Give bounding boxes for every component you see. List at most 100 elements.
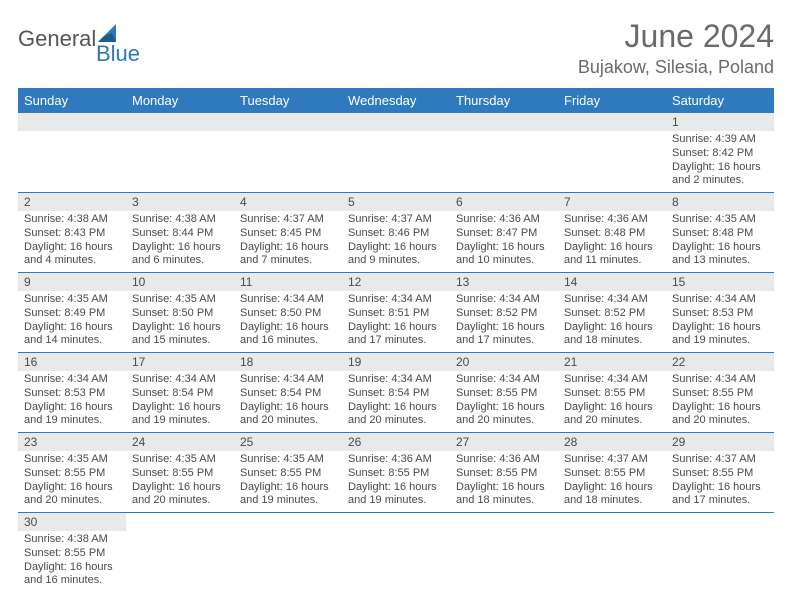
day-number: 30 xyxy=(18,513,126,531)
weekday-header: Friday xyxy=(558,88,666,113)
sunset-text: Sunset: 8:48 PM xyxy=(672,227,753,239)
logo-sail-icon xyxy=(98,24,120,42)
daylight-line1: Daylight: 16 hours xyxy=(24,241,113,253)
daylight-line1: Daylight: 16 hours xyxy=(240,481,329,493)
calendar-day-cell: 8Sunrise: 4:35 AMSunset: 8:48 PMDaylight… xyxy=(666,193,774,273)
calendar-day-cell: 12Sunrise: 4:34 AMSunset: 8:51 PMDayligh… xyxy=(342,273,450,353)
day-number: 13 xyxy=(450,273,558,291)
day-number: 18 xyxy=(234,353,342,371)
sunset-text: Sunset: 8:55 PM xyxy=(24,467,105,479)
calendar-day-cell: 6Sunrise: 4:36 AMSunset: 8:47 PMDaylight… xyxy=(450,193,558,273)
day-number: 10 xyxy=(126,273,234,291)
day-details: Sunrise: 4:38 AMSunset: 8:44 PMDaylight:… xyxy=(126,211,234,272)
day-number: 2 xyxy=(18,193,126,211)
day-number: 23 xyxy=(18,433,126,451)
day-number: 29 xyxy=(666,433,774,451)
day-details: Sunrise: 4:38 AMSunset: 8:55 PMDaylight:… xyxy=(18,531,126,592)
calendar-week-row: 2Sunrise: 4:38 AMSunset: 8:43 PMDaylight… xyxy=(18,193,774,273)
day-details: Sunrise: 4:34 AMSunset: 8:54 PMDaylight:… xyxy=(342,371,450,432)
day-number: 15 xyxy=(666,273,774,291)
daylight-line2: and 4 minutes. xyxy=(24,254,96,266)
calendar-week-row: 1Sunrise: 4:39 AMSunset: 8:42 PMDaylight… xyxy=(18,113,774,193)
daylight-line1: Daylight: 16 hours xyxy=(240,241,329,253)
daylight-line1: Daylight: 16 hours xyxy=(348,401,437,413)
daylight-line2: and 2 minutes. xyxy=(672,174,744,186)
day-number: 12 xyxy=(342,273,450,291)
title-block: June 2024 Bujakow, Silesia, Poland xyxy=(578,18,774,78)
sunset-text: Sunset: 8:55 PM xyxy=(24,547,105,559)
daylight-line2: and 16 minutes. xyxy=(240,334,318,346)
day-number: 11 xyxy=(234,273,342,291)
daylight-line1: Daylight: 16 hours xyxy=(240,321,329,333)
sunrise-text: Sunrise: 4:37 AM xyxy=(348,213,432,225)
day-number: 4 xyxy=(234,193,342,211)
daylight-line1: Daylight: 16 hours xyxy=(348,241,437,253)
sunset-text: Sunset: 8:48 PM xyxy=(564,227,645,239)
sunrise-text: Sunrise: 4:37 AM xyxy=(672,453,756,465)
day-number: 28 xyxy=(558,433,666,451)
sunset-text: Sunset: 8:47 PM xyxy=(456,227,537,239)
sunrise-text: Sunrise: 4:34 AM xyxy=(132,373,216,385)
sunset-text: Sunset: 8:54 PM xyxy=(132,387,213,399)
sunrise-text: Sunrise: 4:34 AM xyxy=(672,373,756,385)
sunrise-text: Sunrise: 4:35 AM xyxy=(132,293,216,305)
day-number: 19 xyxy=(342,353,450,371)
day-details: Sunrise: 4:35 AMSunset: 8:49 PMDaylight:… xyxy=(18,291,126,352)
daylight-line2: and 20 minutes. xyxy=(24,494,102,506)
day-details: Sunrise: 4:37 AMSunset: 8:55 PMDaylight:… xyxy=(558,451,666,512)
sunset-text: Sunset: 8:53 PM xyxy=(672,307,753,319)
sunrise-text: Sunrise: 4:35 AM xyxy=(24,293,108,305)
daylight-line2: and 20 minutes. xyxy=(456,414,534,426)
sunrise-text: Sunrise: 4:36 AM xyxy=(564,213,648,225)
day-number: 6 xyxy=(450,193,558,211)
daylight-line1: Daylight: 16 hours xyxy=(240,401,329,413)
day-details: Sunrise: 4:36 AMSunset: 8:48 PMDaylight:… xyxy=(558,211,666,272)
day-details: Sunrise: 4:34 AMSunset: 8:50 PMDaylight:… xyxy=(234,291,342,352)
daylight-line2: and 9 minutes. xyxy=(348,254,420,266)
calendar-day-cell: 9Sunrise: 4:35 AMSunset: 8:49 PMDaylight… xyxy=(18,273,126,353)
daylight-line2: and 19 minutes. xyxy=(132,414,210,426)
daylight-line2: and 20 minutes. xyxy=(564,414,642,426)
logo-text-general: General xyxy=(18,26,96,52)
day-details: Sunrise: 4:35 AMSunset: 8:55 PMDaylight:… xyxy=(18,451,126,512)
day-details: Sunrise: 4:37 AMSunset: 8:55 PMDaylight:… xyxy=(666,451,774,512)
daylight-line1: Daylight: 16 hours xyxy=(456,241,545,253)
calendar-day-cell: 24Sunrise: 4:35 AMSunset: 8:55 PMDayligh… xyxy=(126,433,234,513)
calendar-week-row: 30Sunrise: 4:38 AMSunset: 8:55 PMDayligh… xyxy=(18,513,774,593)
daylight-line2: and 10 minutes. xyxy=(456,254,534,266)
calendar-day-cell: 20Sunrise: 4:34 AMSunset: 8:55 PMDayligh… xyxy=(450,353,558,433)
calendar-day-cell: 22Sunrise: 4:34 AMSunset: 8:55 PMDayligh… xyxy=(666,353,774,433)
calendar-day-cell: 5Sunrise: 4:37 AMSunset: 8:46 PMDaylight… xyxy=(342,193,450,273)
calendar-day-cell: 7Sunrise: 4:36 AMSunset: 8:48 PMDaylight… xyxy=(558,193,666,273)
location: Bujakow, Silesia, Poland xyxy=(578,57,774,78)
day-details: Sunrise: 4:34 AMSunset: 8:54 PMDaylight:… xyxy=(234,371,342,432)
sunset-text: Sunset: 8:55 PM xyxy=(132,467,213,479)
sunset-text: Sunset: 8:44 PM xyxy=(132,227,213,239)
daylight-line1: Daylight: 16 hours xyxy=(132,481,221,493)
sunset-text: Sunset: 8:55 PM xyxy=(456,467,537,479)
day-number: 21 xyxy=(558,353,666,371)
sunrise-text: Sunrise: 4:35 AM xyxy=(240,453,324,465)
weekday-header: Wednesday xyxy=(342,88,450,113)
sunrise-text: Sunrise: 4:34 AM xyxy=(456,373,540,385)
sunrise-text: Sunrise: 4:35 AM xyxy=(132,453,216,465)
sunset-text: Sunset: 8:55 PM xyxy=(672,387,753,399)
sunset-text: Sunset: 8:43 PM xyxy=(24,227,105,239)
sunset-text: Sunset: 8:46 PM xyxy=(348,227,429,239)
calendar-empty-cell xyxy=(666,513,774,593)
calendar-empty-cell xyxy=(342,113,450,193)
daynum-bar-empty xyxy=(126,113,234,131)
sunset-text: Sunset: 8:51 PM xyxy=(348,307,429,319)
daylight-line1: Daylight: 16 hours xyxy=(24,481,113,493)
sunrise-text: Sunrise: 4:36 AM xyxy=(348,453,432,465)
day-details: Sunrise: 4:36 AMSunset: 8:55 PMDaylight:… xyxy=(342,451,450,512)
calendar-day-cell: 4Sunrise: 4:37 AMSunset: 8:45 PMDaylight… xyxy=(234,193,342,273)
day-number: 20 xyxy=(450,353,558,371)
daylight-line2: and 13 minutes. xyxy=(672,254,750,266)
day-details: Sunrise: 4:35 AMSunset: 8:55 PMDaylight:… xyxy=(234,451,342,512)
daylight-line1: Daylight: 16 hours xyxy=(672,321,761,333)
calendar-day-cell: 11Sunrise: 4:34 AMSunset: 8:50 PMDayligh… xyxy=(234,273,342,353)
daylight-line2: and 20 minutes. xyxy=(240,414,318,426)
daylight-line1: Daylight: 16 hours xyxy=(672,241,761,253)
daylight-line2: and 19 minutes. xyxy=(348,494,426,506)
